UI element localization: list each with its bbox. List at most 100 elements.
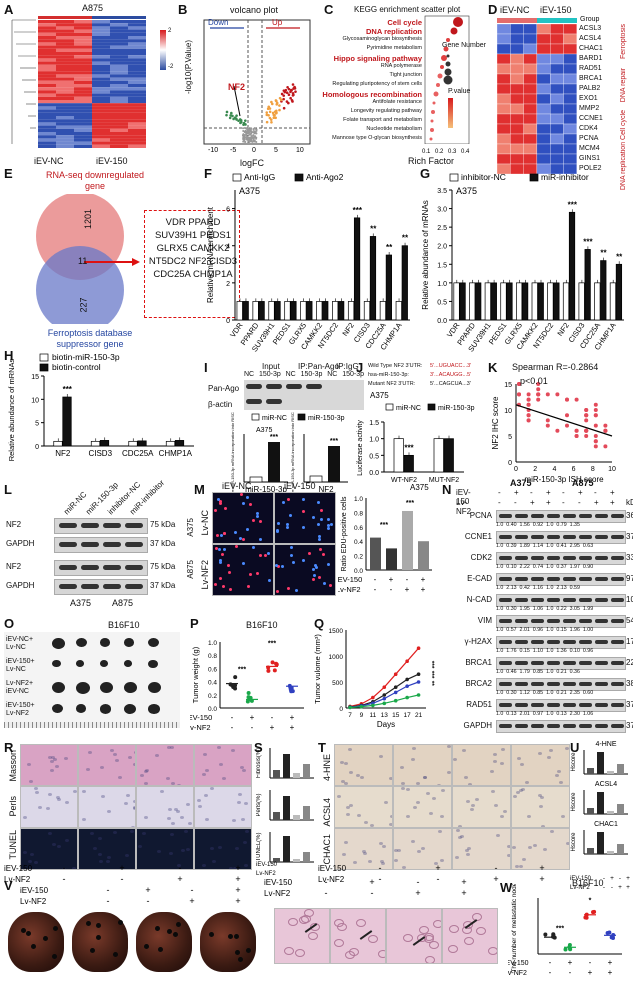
scatter-point [603,444,608,449]
cell-nucleus [246,528,250,532]
blot-band [563,598,576,602]
y-tick-label: 0.0 [208,706,217,713]
heatmap-cell [56,61,74,65]
data-point [233,686,238,691]
tissue-detail [131,825,135,827]
metastatic-nodule [26,930,32,936]
heatmap-cell [56,90,74,94]
gene-label: PCNA [579,135,599,142]
blot-quant: 1.0 2.13 0.42 1.16 1.0 2.13 0.59 [496,585,580,591]
condition-sign: - [325,888,328,898]
bar [459,282,466,321]
metastatic-nodule [238,956,244,962]
volcano-point-up [294,90,297,93]
heatmap-cell [128,20,146,24]
condition-label: iEV-150 [264,878,293,887]
heatmap-cell [92,138,110,142]
heatmap-cell [92,119,110,123]
heatmap-cell [550,153,564,165]
y-axis-label: Relative abundance of mRNAs [421,200,430,309]
heatmap-cell [510,43,524,55]
tissue-detail [488,784,493,785]
tissue-detail [493,759,498,763]
panel-label-g: G [420,166,431,181]
heatmap-cell [110,100,128,104]
tissue-detail [441,788,446,792]
tissue-detail [502,809,507,813]
tissue-detail [537,794,542,798]
cell-nucleus [319,518,323,522]
heatmap-cell [128,42,146,46]
cell-nucleus [313,564,317,568]
tissue-detail [56,796,61,800]
volcano-point-up [289,96,292,100]
tissue-detail [72,789,77,793]
blot-band [611,556,624,560]
alveolus [308,932,319,941]
heatmap-cell [38,39,56,43]
heatmap-cell [110,103,128,107]
tissue-detail [415,782,420,785]
blot-band [547,703,560,707]
condition-label: Lv-NF2 [264,889,291,898]
heatmap-cell [110,23,128,27]
tissue-detail [105,860,110,864]
cell-nucleus [276,564,280,568]
heatmap-cell [74,42,92,46]
volcano-point-up [269,118,273,121]
blot-row-label: BRCA1 [465,658,492,667]
tissue-detail [455,829,460,833]
cell-nucleus [240,493,243,497]
heatmap-cell [74,125,92,129]
condition-sign: + [421,575,426,584]
heatmap-cell [497,103,511,115]
panel-j-seq2-label: hsa-miR-150-3p: [368,372,409,378]
significance-mark: ** [386,243,393,252]
scatter-point [526,413,531,418]
tissue-detail [132,807,135,811]
lane-label: NC [244,371,255,378]
heatmap-cell [92,39,110,43]
heatmap-cell [128,135,146,139]
legend-swatch [385,403,394,411]
tissue-detail [183,830,188,834]
lane-label: 150-3p [258,371,281,378]
tissue-detail [109,748,114,752]
cell-nucleus [219,577,223,581]
heatmap-cell [38,103,56,107]
condition-sign: + [389,575,394,584]
volcano-point [249,136,252,139]
scatter-point [574,434,579,438]
x-tick-label: 17 [404,712,412,719]
y-axis-label: The number of metastatic nodes [511,884,518,973]
condition-sign: + [415,888,420,898]
bar [617,804,624,814]
cell-nucleus [221,553,225,557]
heatmap-cell [92,103,110,107]
bar [443,438,454,473]
tissue-detail [458,835,463,839]
size-legend-dot [443,75,453,85]
blot-strip [54,579,148,595]
kegg-dot [453,17,463,27]
heatmap-cell [550,123,564,135]
heatmap-cell [510,103,524,115]
scatter-point [593,439,598,444]
heatmap-cell [56,77,74,81]
heatmap-cell [523,73,538,85]
panel-t-row-2: ACSL4 [322,798,332,827]
heatmap-cell [92,45,110,49]
heatmap-cell [74,48,92,52]
tissue-detail [155,754,160,758]
x-tick-label: 10 [608,466,616,473]
bar [597,832,604,854]
ihc-image [452,744,511,786]
volcano-point-up [279,98,283,102]
cell-nucleus [215,546,219,550]
tumor-row-label: Lv-NF2+ iEV-NC [6,680,34,695]
heatmap-cell [38,112,56,116]
chart-title: ACSL4 [595,781,617,788]
panel-e-n-bottom: 227 [78,297,89,313]
kegg-term: Mannose type O-glycan biosynthesis [332,135,422,141]
tissue-detail [434,861,439,865]
